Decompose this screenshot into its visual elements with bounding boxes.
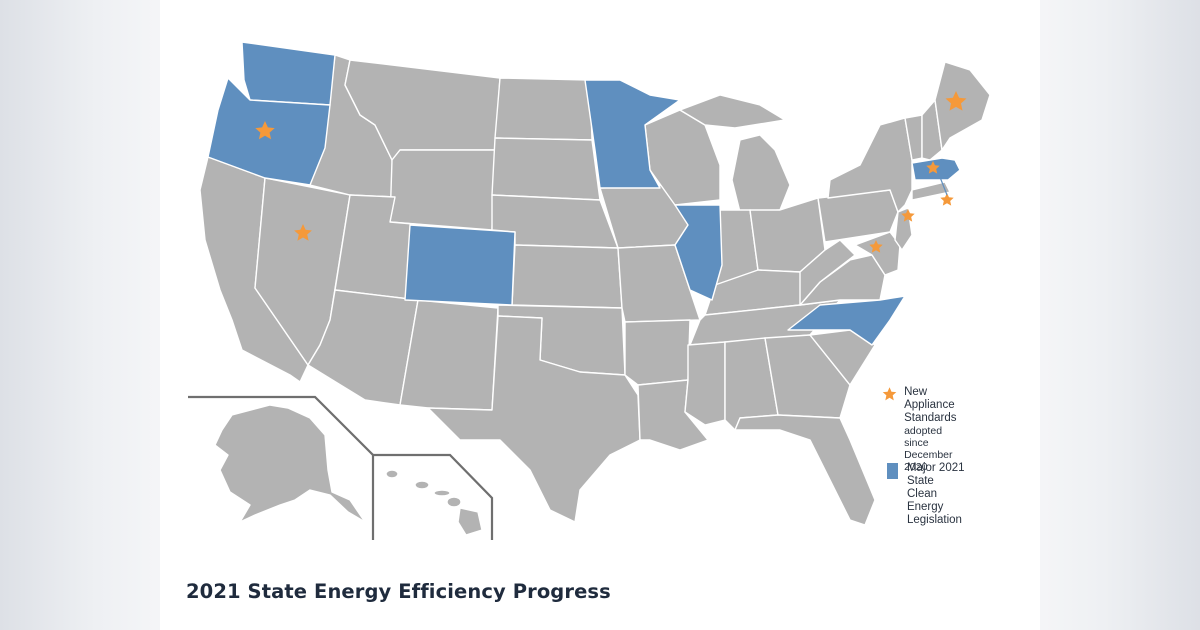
map-card: New Appliance Standards adopted since De… (160, 0, 1040, 630)
state-south-dakota (491, 137, 601, 201)
legend-standards-line4: December 2020 (904, 449, 953, 473)
state-georgia (764, 334, 851, 419)
hawaii-island-molokai (433, 489, 451, 497)
legend-standards-line3: adopted since (904, 425, 943, 449)
state-maine (934, 61, 991, 151)
state-texas (427, 315, 641, 523)
state-minnesota (584, 79, 681, 189)
hawaii-island-maui (446, 496, 462, 508)
star-oregon (255, 121, 275, 140)
legend-legislation: Major 2021 State Clean Energy Legislatio… (887, 462, 967, 527)
alaska-inset-border (188, 395, 375, 540)
alaska-inset (188, 395, 375, 540)
star-rhode-island (940, 193, 954, 206)
state-connecticut-ri (911, 181, 951, 201)
state-west-virginia (799, 239, 856, 306)
legend-legislation-line3: Legislation (906, 514, 962, 526)
state-kansas (511, 244, 623, 309)
map-title: 2021 State Energy Efficiency Progress (186, 580, 611, 603)
star-massachusetts (926, 161, 940, 174)
state-colorado (404, 224, 516, 306)
callout-line-ma (937, 171, 948, 196)
state-south-carolina (809, 329, 876, 386)
square-swatch (887, 463, 898, 479)
legend-legislation-line2: Clean Energy (906, 488, 944, 513)
hawaii-island-big (457, 507, 483, 536)
state-florida (734, 414, 876, 526)
legend-standards-line2: Standards (904, 412, 957, 424)
star-maine (945, 91, 967, 111)
state-maryland-delaware (854, 231, 901, 276)
star-new-jersey (901, 209, 915, 222)
state-alaska (214, 404, 366, 523)
star-maryland (869, 240, 883, 253)
hawaii-island-oahu (414, 480, 430, 490)
hawaii-inset (373, 453, 494, 540)
state-arkansas (624, 319, 691, 386)
state-illinois (674, 204, 723, 301)
legend-legislation-line1: Major 2021 State (906, 462, 965, 487)
state-north-dakota (494, 77, 593, 141)
hawaii-inset-border (373, 453, 494, 540)
star-icon (882, 387, 897, 401)
star-nevada (294, 224, 312, 241)
legend-legislation-text: Major 2021 State Clean Energy Legislatio… (907, 462, 967, 527)
state-new-mexico (399, 299, 499, 411)
standards-stars (255, 91, 967, 253)
gray-states (199, 54, 991, 526)
state-washington (241, 41, 336, 106)
state-wyoming (389, 149, 496, 231)
legend-standards-line1: New Appliance (904, 386, 955, 411)
state-michigan-upper (679, 94, 786, 129)
legend-standards-text: New Appliance Standards adopted since De… (904, 386, 961, 473)
state-michigan-lower (731, 134, 791, 213)
hawaii-island-kauai (385, 469, 399, 479)
state-mississippi (684, 341, 726, 426)
state-north-carolina (787, 295, 906, 346)
us-map (188, 41, 991, 540)
legend-standards: New Appliance Standards adopted since De… (882, 386, 961, 473)
